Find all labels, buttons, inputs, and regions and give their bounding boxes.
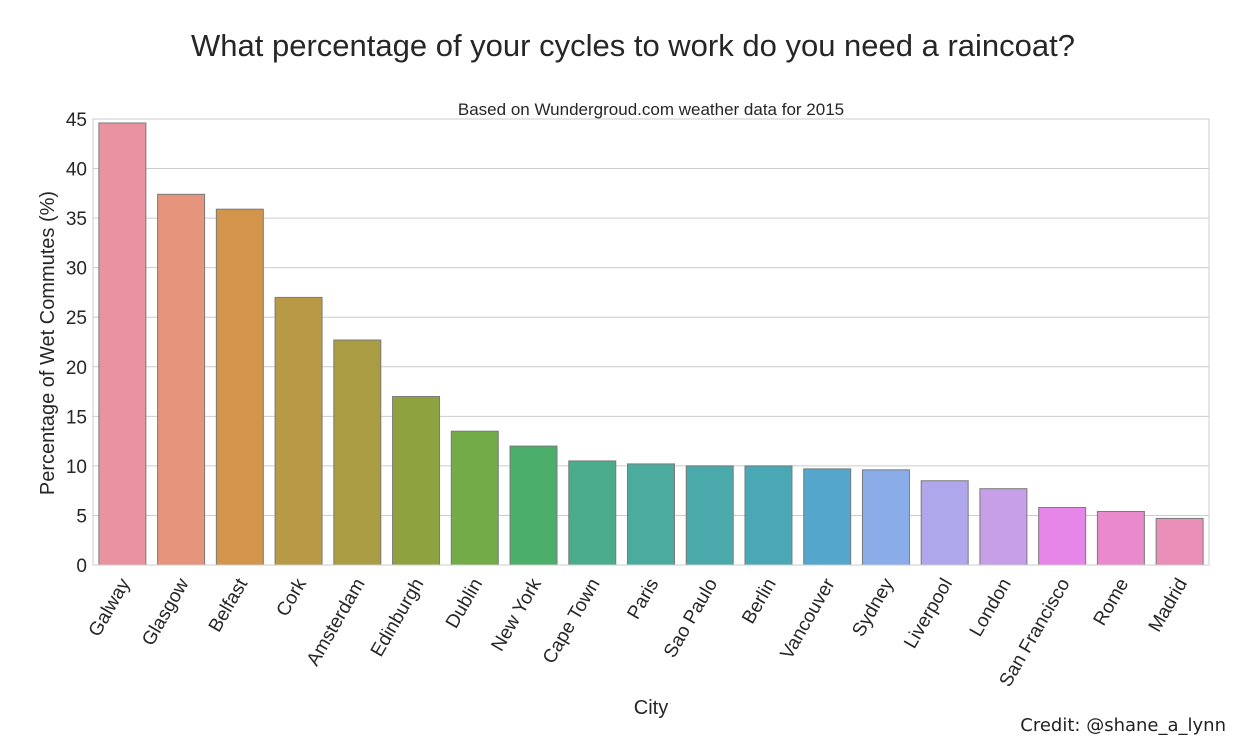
x-tick-label: Vancouver [777,574,840,663]
bar-sao-paulo [685,465,734,566]
bar-sydney [861,469,910,566]
bar-galway [98,122,147,566]
y-tick-label: 45 [66,110,87,131]
x-tick-label: Sao Paulo [660,575,722,661]
bar-new-york [509,445,558,566]
bar-liverpool [920,480,969,566]
bar-vancouver [803,468,852,566]
y-tick-label: 30 [66,259,87,280]
bar-san-francisco [1038,507,1087,566]
chart-subtitle: Based on Wundergroud.com weather data fo… [458,100,844,119]
bar-belfast [215,208,264,566]
x-tick-label: Rome [1090,575,1134,629]
x-tick-label: New York [488,575,547,655]
y-tick-label: 10 [66,457,87,478]
y-axis-label: Percentage of Wet Commutes (%) [37,191,59,495]
x-tick-label: Madrid [1145,575,1192,636]
bar-amsterdam [333,339,382,566]
y-tick-label: 40 [66,160,87,181]
y-tick-label: 15 [66,407,87,428]
x-tick-label: Cape Town [539,575,605,668]
x-tick-label: Liverpool [900,575,957,652]
y-tick-label: 20 [66,358,87,379]
y-tick-label: 0 [76,556,87,577]
bar-cape-town [568,460,617,566]
bar-edinburgh [392,396,441,566]
plot-frame [92,118,1210,566]
y-tick-labels: 0 5 10 15 20 25 30 35 40 45 [66,110,87,577]
bar-rome [1096,510,1145,566]
x-tick-label: Amsterdam [303,575,370,670]
bar-glasgow [157,193,206,566]
bar-cork [274,296,323,566]
x-tick-label: Glasgow [138,575,193,650]
bar-dublin [450,430,499,566]
x-tick-label: Sydney [848,575,898,641]
bar-london [979,488,1028,566]
y-tick-label: 5 [76,506,87,527]
x-tick-labels: Galway Glasgow Belfast CorkAmsterdamEdinbur… [85,574,1192,690]
x-tick-label: London [966,575,1016,640]
x-tick-label: Edinburgh [367,575,428,661]
chart-title: What percentage of your cycles to work d… [191,28,1075,63]
x-tick-label: Paris [623,575,663,623]
y-tick-label: 25 [66,308,87,329]
x-tick-label: Galway [85,575,135,641]
bar-madrid [1155,517,1204,566]
bar-berlin [744,465,793,566]
credit-text: Credit: @shane_a_lynn [1020,715,1226,736]
bars [98,122,1204,566]
bar-paris [627,463,675,566]
x-tick-label: Belfast [205,574,253,635]
x-tick-label: Berlin [738,575,780,628]
x-axis-label: City [634,697,668,719]
y-tick-label: 35 [66,209,87,230]
x-tick-label: Dublin [442,575,487,632]
x-tick-label: Cork [273,575,311,621]
